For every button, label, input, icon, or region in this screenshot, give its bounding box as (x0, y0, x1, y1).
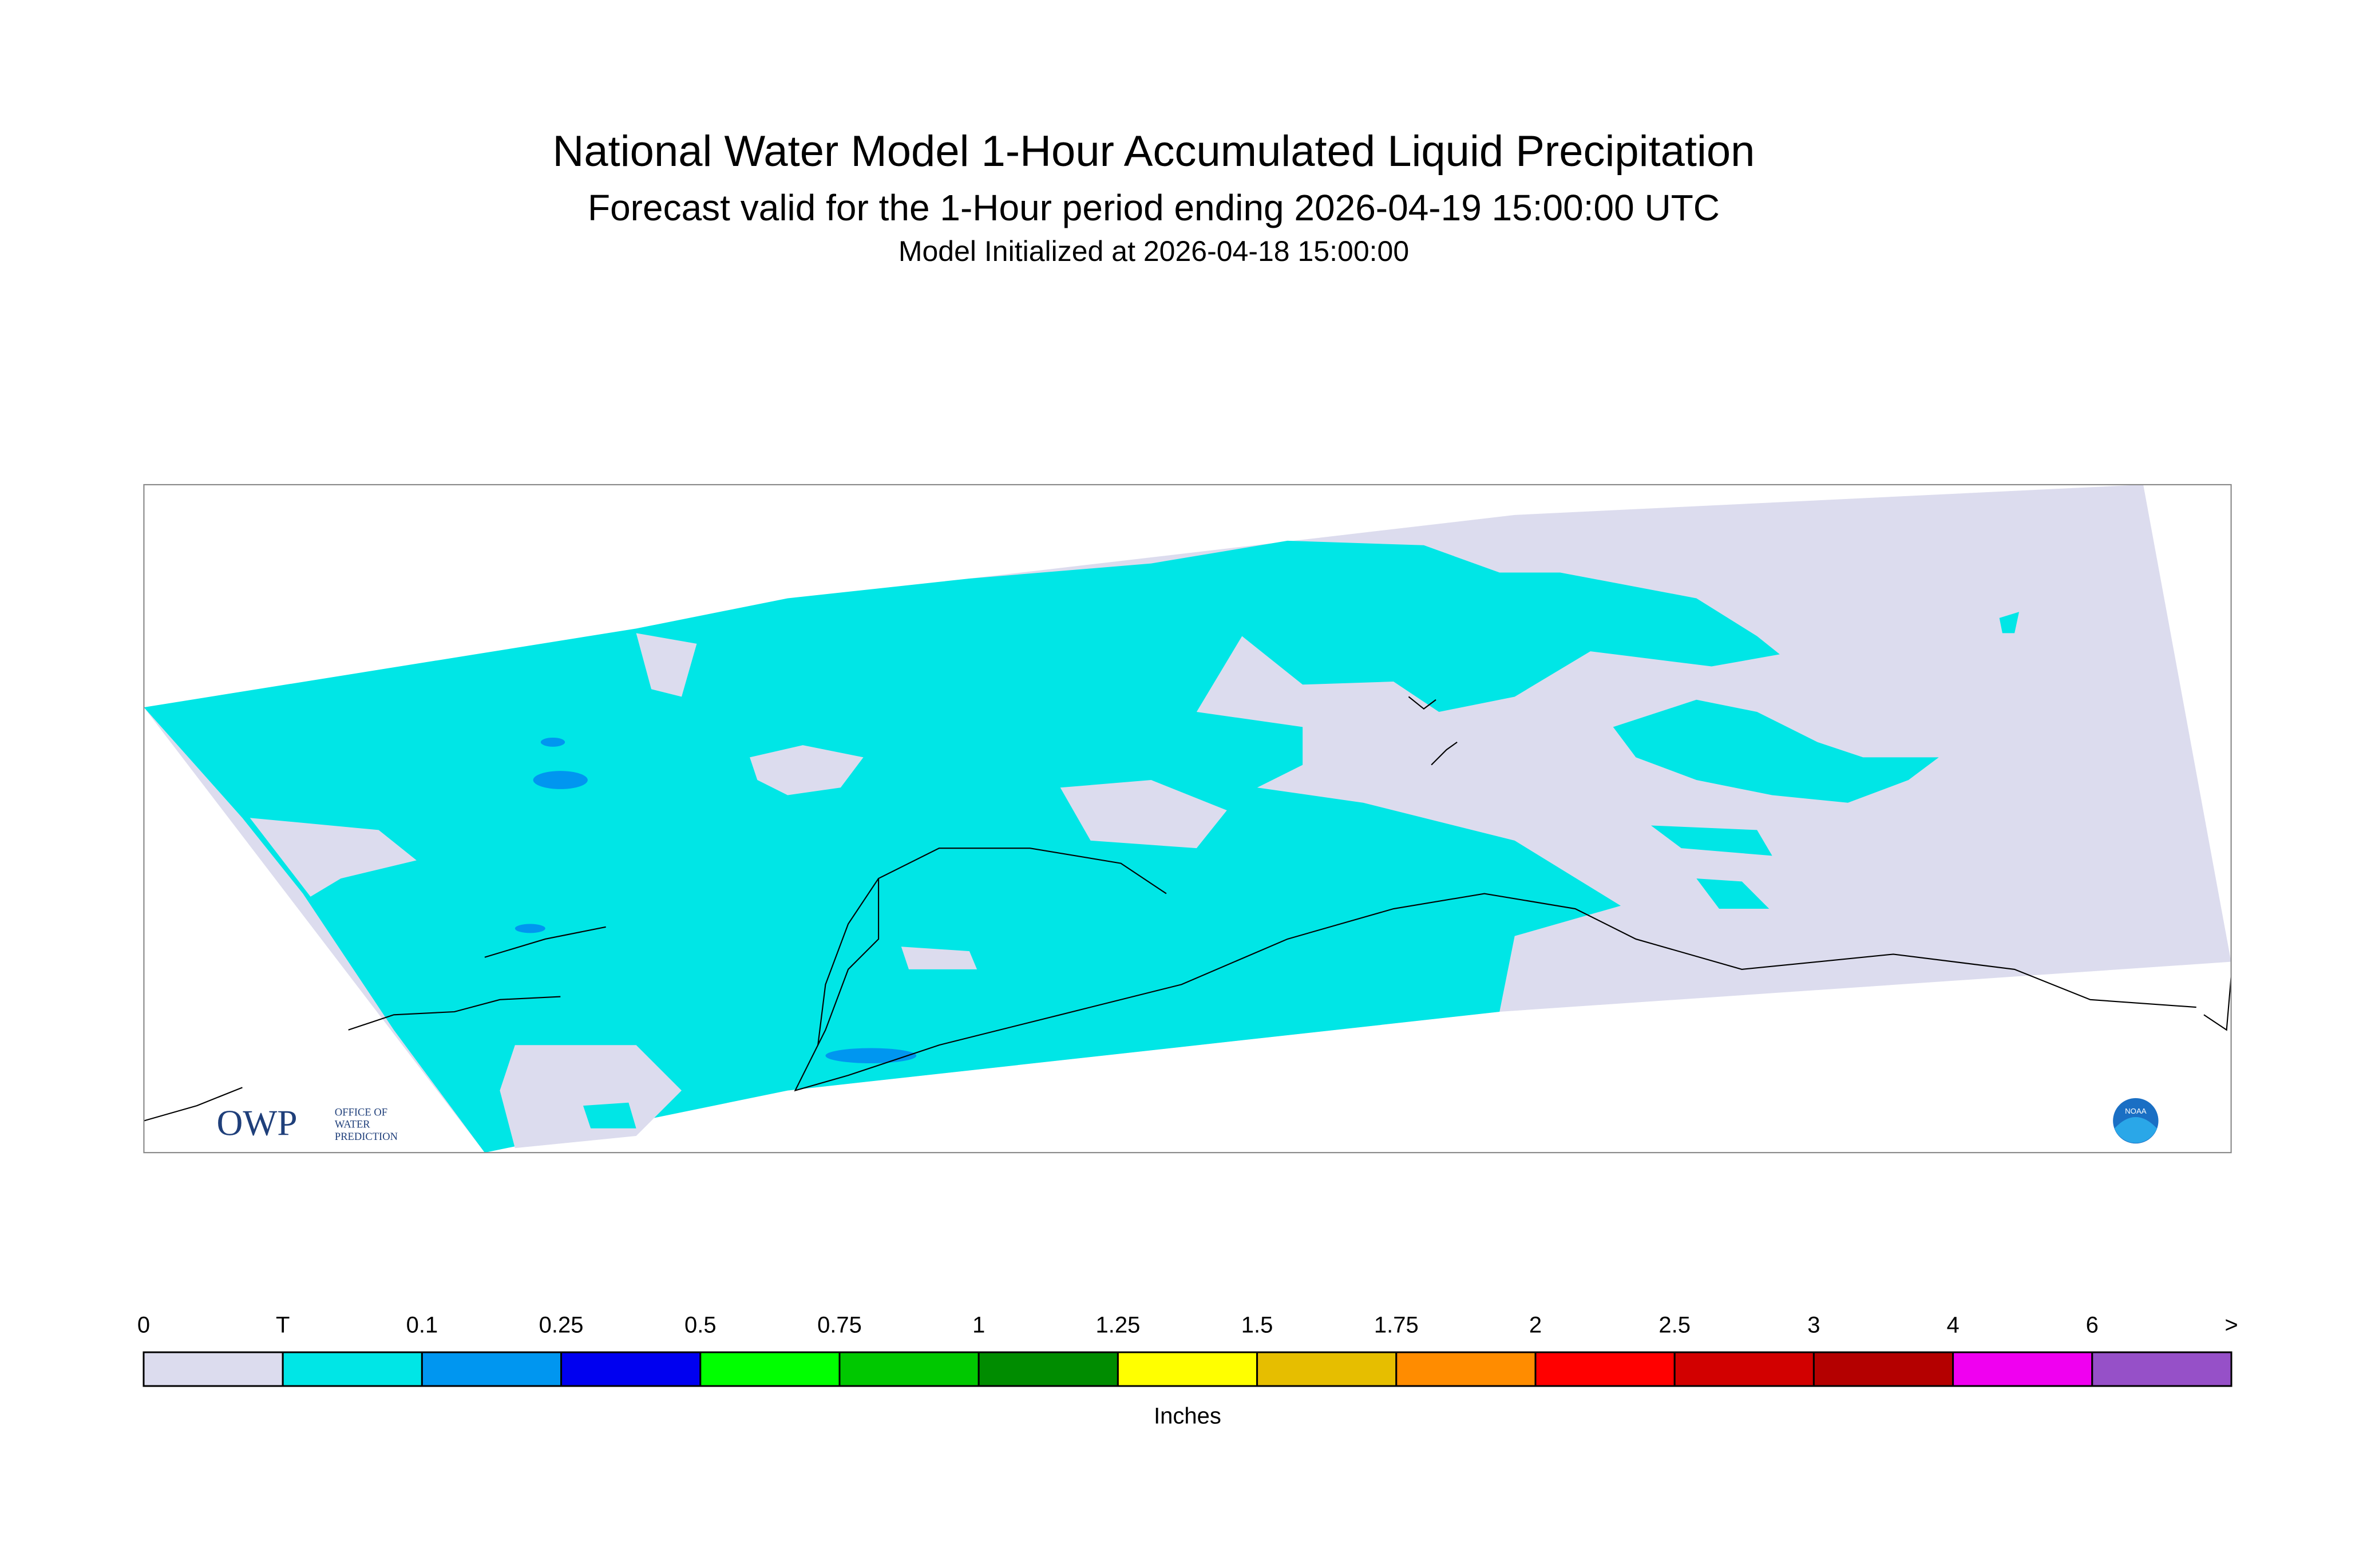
colorbar-swatch (421, 1351, 563, 1387)
heavier-precip (540, 737, 565, 747)
colorbar-swatch (2091, 1351, 2232, 1387)
colorbar-label: 1.75 (1374, 1313, 1419, 1338)
owp-logo-text: PREDICTION (335, 1131, 398, 1143)
dry-patch (750, 745, 864, 795)
colorbar-swatch (1812, 1351, 1954, 1387)
coastline (348, 996, 561, 1031)
dry-patch (636, 633, 697, 697)
colorbar-label: T (276, 1313, 290, 1338)
colorbar-swatch (1117, 1351, 1258, 1387)
owp-logo: OWP (216, 1103, 297, 1143)
dry-patch (1060, 780, 1227, 849)
precip-patch (1613, 699, 1939, 803)
colorbar-swatch (977, 1351, 1119, 1387)
colorbar-label: 1 (972, 1313, 985, 1338)
colorbar-swatch (142, 1351, 284, 1387)
noaa-logo-wave (2114, 1116, 2157, 1143)
subtitle: Forecast valid for the 1-Hour period end… (588, 187, 1720, 228)
precip-patch (583, 1102, 636, 1129)
colorbar-swatch (699, 1351, 841, 1387)
precip-area (144, 540, 1780, 1153)
colorbar-label: 1.25 (1095, 1313, 1140, 1338)
precip-patch (1696, 878, 1770, 909)
title: National Water Model 1-Hour Accumulated … (553, 127, 1755, 176)
map-frame (143, 484, 2232, 1154)
dry-patch (500, 1045, 682, 1149)
colorbar-label: 0.75 (817, 1313, 862, 1338)
init-time: Model Initialized at 2026-04-18 15:00:00 (898, 235, 1409, 267)
coastline (817, 848, 1167, 1046)
colorbar-label: 0.25 (539, 1313, 584, 1338)
coastline (484, 926, 606, 958)
precip-patch (1999, 612, 2020, 633)
precip-patch (1650, 825, 1772, 856)
colorbar-label: 6 (2086, 1313, 2099, 1338)
heavier-precip (533, 771, 588, 789)
owp-logo-text: WATER (335, 1119, 370, 1131)
colorbar-label: 2 (1529, 1313, 1542, 1338)
dry-patch (250, 818, 417, 897)
colorbar-swatch (1534, 1351, 1676, 1387)
coastline (144, 1087, 243, 1122)
colorbar-label: 0 (137, 1313, 150, 1338)
colorbar-swatch (1673, 1351, 1815, 1387)
colorbar-label: 1.5 (1241, 1313, 1273, 1338)
owp-logo-text: OFFICE OF (335, 1107, 387, 1119)
heavier-precip (825, 1048, 917, 1063)
colorbar: 0 T 0.1 0.25 0.5 0.75 1 1.25 1.5 1.75 2 2.5 3 4 6 > (137, 1313, 2238, 1387)
map-area (144, 484, 2231, 1153)
coastline (1408, 696, 1436, 710)
colorbar-swatch (1256, 1351, 1398, 1387)
noaa-logo-text: NOAA (2125, 1107, 2147, 1115)
map: OWP OFFICE OF WATER PREDICTION NOAA (143, 484, 2232, 1154)
coastline (2203, 977, 2231, 1031)
colorbar-swatch (838, 1351, 980, 1387)
colorbar-label: 0.5 (684, 1313, 717, 1338)
coastline (1431, 742, 1458, 766)
colorbar-swatch (282, 1351, 423, 1387)
colorbar-swatch (1395, 1351, 1537, 1387)
dry-patch (901, 947, 977, 969)
colorbar-label: > (2224, 1313, 2238, 1338)
colorbar-label: 0.1 (406, 1313, 438, 1338)
colorbar-swatch (1952, 1351, 2093, 1387)
colorbar-swatch (560, 1351, 702, 1387)
colorbar-label: 4 (1946, 1313, 1959, 1338)
legend-unit: Inches (1154, 1404, 1221, 1429)
coastline (794, 878, 2196, 1092)
coastlines (144, 696, 2231, 1122)
colorbar-label: 3 (1807, 1313, 1820, 1338)
heavier-precip (514, 924, 545, 933)
colorbar-label: 2.5 (1658, 1313, 1691, 1338)
